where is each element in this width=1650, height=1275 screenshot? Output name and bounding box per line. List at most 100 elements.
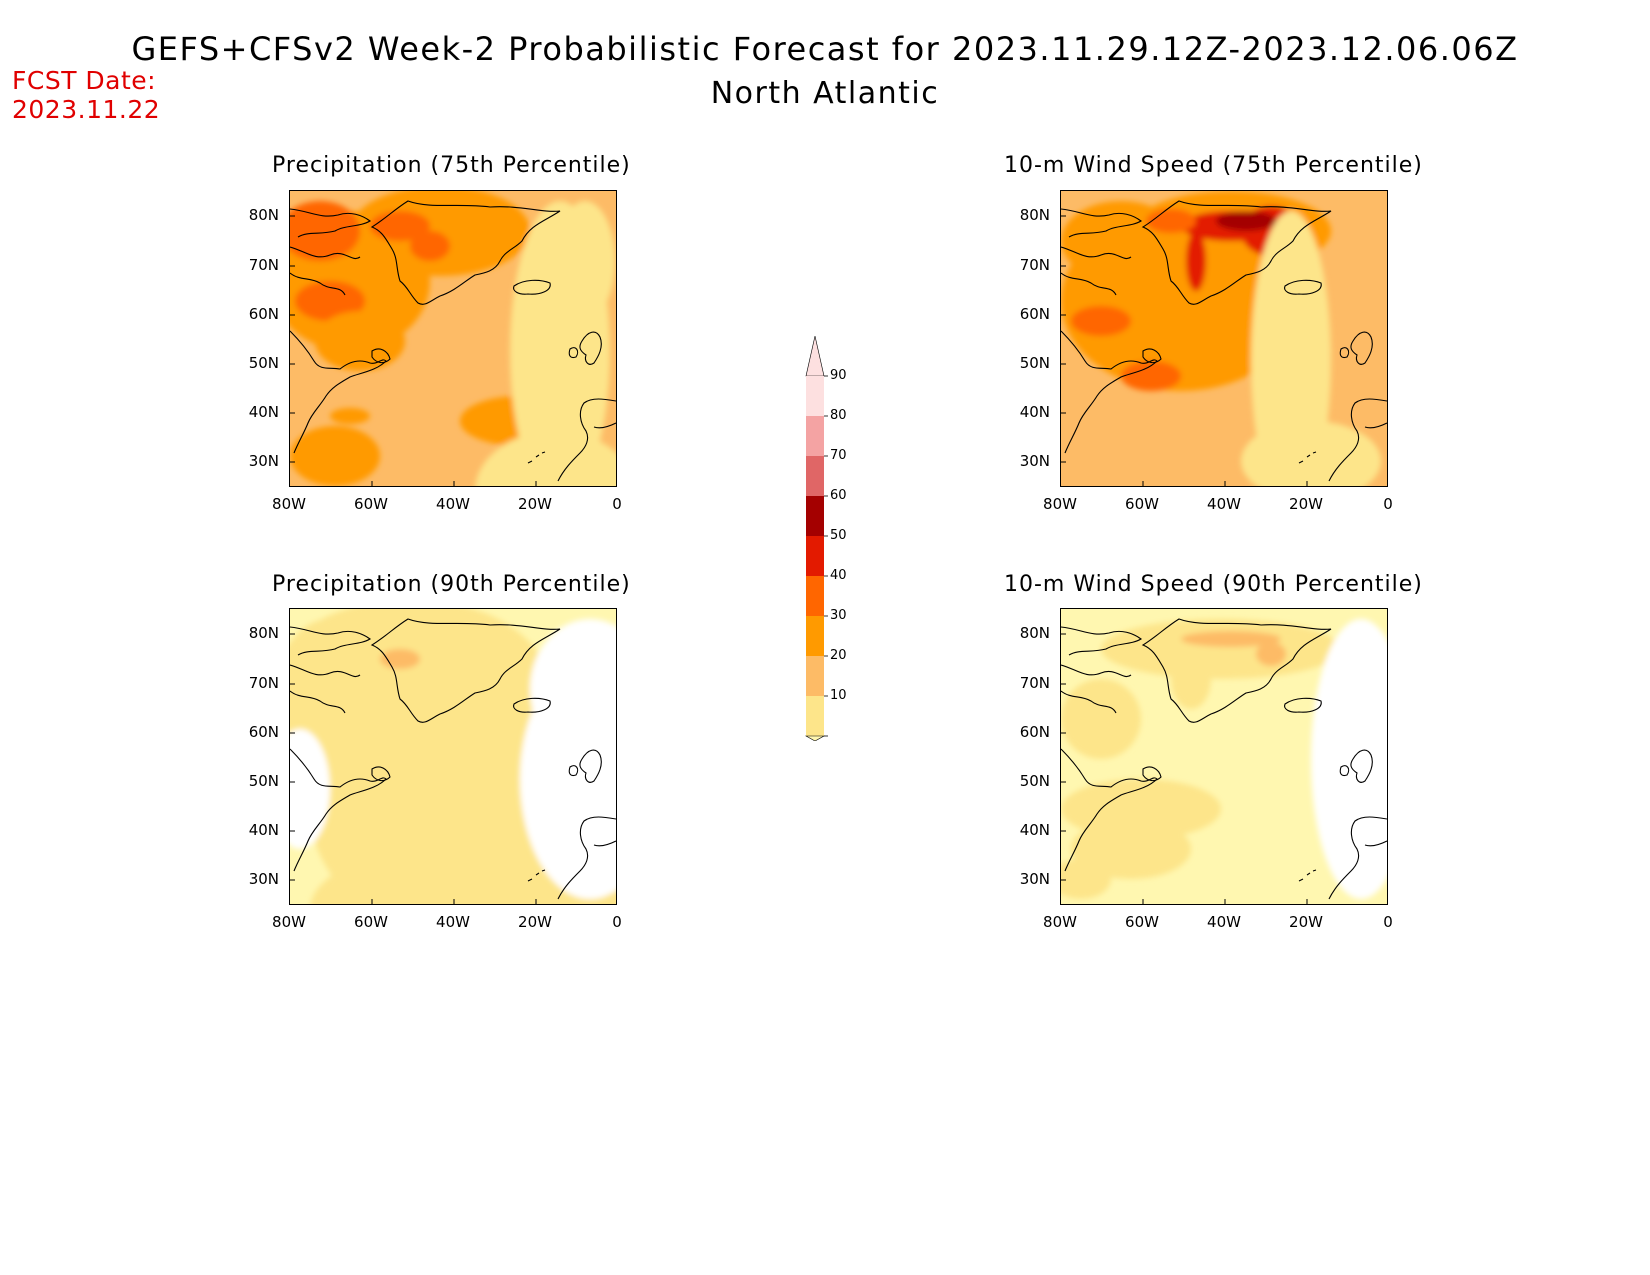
lat-tick-label: 50N	[1019, 772, 1050, 790]
lat-tick-label: 80N	[248, 624, 279, 642]
coastline-newfoundland	[371, 766, 391, 782]
lon-tick-label: 40W	[1207, 495, 1241, 513]
probability-contour	[1146, 209, 1196, 233]
lat-tick-label: 40N	[1019, 403, 1050, 421]
lat-tick-label: 80N	[1019, 624, 1050, 642]
colorbar-segment	[806, 536, 824, 576]
probability-contour	[290, 426, 380, 486]
lon-tick-label: 80W	[272, 913, 306, 931]
lat-tick-label: 60N	[1019, 723, 1050, 741]
map-precip-90	[289, 608, 617, 905]
lat-tick-label: 50N	[248, 772, 279, 790]
probability-contour	[555, 201, 615, 321]
coastline-newfoundland	[371, 348, 391, 364]
coastline-iceland	[1284, 279, 1322, 295]
lon-tick-label: 40W	[436, 495, 470, 513]
colorbar-label: 20	[830, 648, 847, 663]
lat-tick-label: 30N	[248, 870, 279, 888]
colorbar-label: 30	[830, 608, 847, 623]
fcst-date-value: 2023.11.22	[12, 95, 161, 124]
lon-tick-label: 80W	[272, 495, 306, 513]
lat-tick-label: 30N	[1019, 870, 1050, 888]
probability-contour	[330, 408, 370, 424]
lon-tick-label: 40W	[436, 913, 470, 931]
map-wind-90	[1060, 608, 1388, 905]
colorbar-label: 50	[830, 528, 847, 543]
lat-tick-label: 60N	[248, 723, 279, 741]
map-svg-precip-90	[290, 609, 616, 904]
coastline-north-america	[290, 330, 387, 454]
lon-tick-label: 0	[612, 913, 622, 931]
main-title: GEFS+CFSv2 Week-2 Probabilistic Forecast…	[131, 30, 1519, 68]
fcst-date: FCST Date: 2023.11.22	[12, 66, 160, 124]
map-wind-75	[1060, 190, 1388, 487]
coastline-british-isles	[568, 331, 602, 365]
lon-tick-label: 60W	[354, 913, 388, 931]
coastline-canary-islands	[1298, 451, 1317, 464]
coastline-iceland	[513, 697, 551, 713]
lon-tick-label: 60W	[354, 495, 388, 513]
colorbar-segment	[806, 416, 824, 456]
probability-contour	[1071, 306, 1131, 336]
lon-tick-label: 0	[612, 495, 622, 513]
lon-tick-label: 20W	[518, 913, 552, 931]
coastline-british-isles	[568, 749, 602, 783]
lat-tick-label: 80N	[248, 206, 279, 224]
coastline-iceland	[513, 279, 551, 295]
lat-tick-label: 60N	[248, 305, 279, 323]
probability-contour	[1181, 631, 1281, 647]
fcst-date-label: FCST Date:	[12, 66, 157, 95]
lat-tick-label: 40N	[248, 821, 279, 839]
probability-contour	[1241, 421, 1381, 486]
colorbar-label: 10	[830, 688, 847, 703]
coastline-newfoundland	[1142, 348, 1162, 364]
coastline-north-america	[290, 748, 387, 872]
lat-tick-label: 40N	[248, 403, 279, 421]
colorbar-segment	[806, 576, 824, 616]
lon-tick-label: 40W	[1207, 913, 1241, 931]
coastline-british-isles	[1339, 331, 1373, 365]
lat-tick-label: 70N	[248, 674, 279, 692]
colorbar-label: 80	[830, 408, 847, 423]
coastline-canary-islands	[527, 451, 546, 464]
lon-tick-label: 20W	[1289, 495, 1323, 513]
colorbar-bottom-cap	[805, 735, 826, 741]
coastline-north-america	[1061, 330, 1158, 454]
probability-field	[1061, 191, 1381, 486]
coastline-iberia-africa	[557, 816, 616, 900]
lat-tick-label: 70N	[1019, 674, 1050, 692]
colorbar-label: 60	[830, 488, 847, 503]
map-precip-75	[289, 190, 617, 487]
below-threshold-area	[1311, 619, 1387, 899]
probability-field	[290, 609, 616, 904]
probability-field	[290, 191, 616, 486]
lat-tick-label: 60N	[1019, 305, 1050, 323]
coastline-iberia-africa	[1328, 816, 1387, 900]
coastline-newfoundland	[1142, 766, 1162, 782]
colorbar-segment	[806, 616, 824, 656]
coastline-arctic-islands	[290, 208, 371, 296]
probability-contour	[1251, 211, 1331, 486]
lon-tick-label: 60W	[1125, 495, 1159, 513]
coastline-arctic-islands	[1061, 208, 1142, 296]
panel-title-precip-75: Precipitation (75th Percentile)	[272, 153, 631, 178]
coastline-greenland	[1141, 200, 1332, 305]
lat-tick-label: 80N	[1019, 206, 1050, 224]
lon-tick-label: 80W	[1043, 913, 1077, 931]
panel-title-wind-90: 10-m Wind Speed (90th Percentile)	[1004, 572, 1423, 597]
coastline-greenland	[370, 618, 561, 723]
colorbar-segment	[806, 656, 824, 696]
region-title: North Atlantic	[710, 76, 940, 111]
map-svg-wind-75	[1061, 191, 1387, 486]
coastline-arctic-islands	[1061, 626, 1142, 714]
probability-contour	[1216, 211, 1276, 231]
colorbar-segment	[806, 376, 824, 416]
colorbar-label: 40	[830, 568, 847, 583]
coastline-greenland	[1141, 618, 1332, 723]
probability-contour	[380, 649, 420, 669]
probability-contour	[1256, 642, 1286, 666]
lat-tick-label: 50N	[248, 354, 279, 372]
probability-contour	[290, 619, 380, 739]
probability-contour	[295, 281, 365, 321]
panel-title-precip-90: Precipitation (90th Percentile)	[272, 572, 631, 597]
